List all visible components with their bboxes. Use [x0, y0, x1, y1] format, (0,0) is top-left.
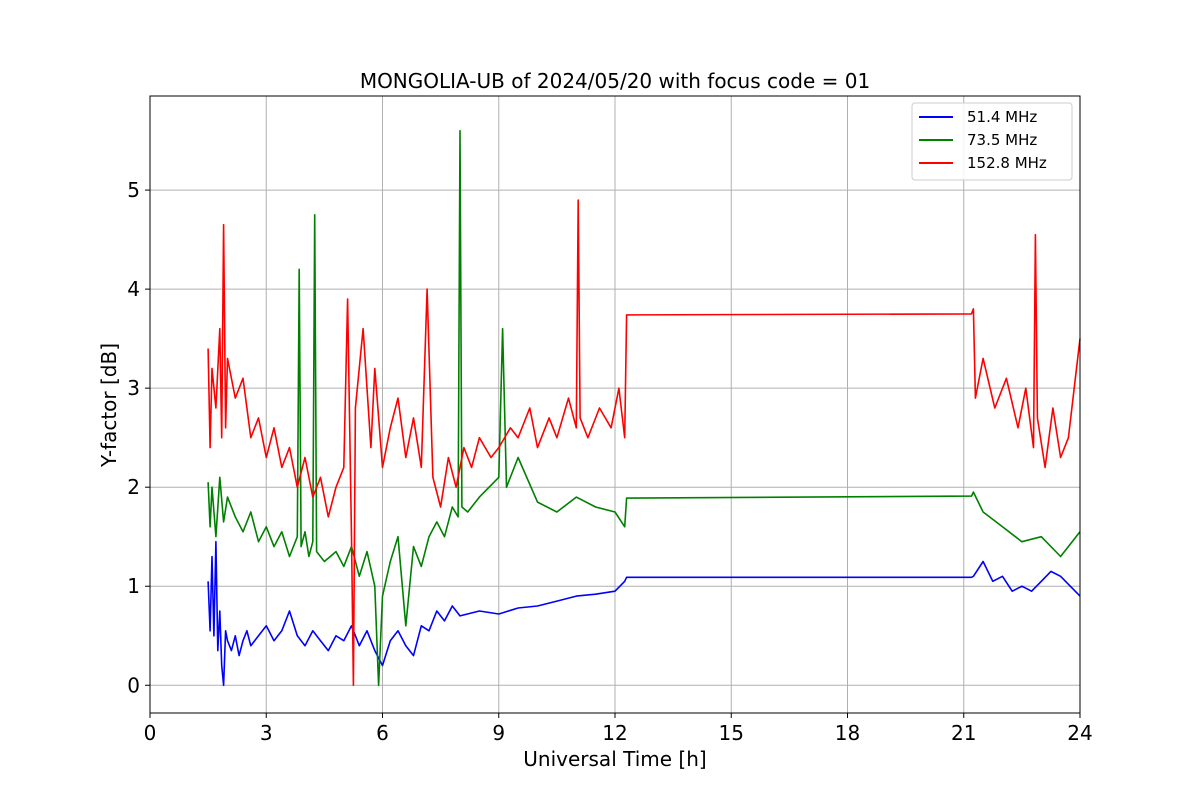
y-tick-label: 1: [127, 574, 140, 598]
series-line-0: [207, 540, 1081, 687]
x-tick-label: 24: [1067, 721, 1092, 745]
x-axis-label: Universal Time [h]: [523, 747, 706, 771]
series-lines: [207, 129, 1081, 687]
legend-label: 152.8 MHz: [967, 154, 1047, 172]
x-tick-label: 3: [260, 721, 273, 745]
x-tick-label: 15: [719, 721, 744, 745]
y-tick-label: 2: [127, 475, 140, 499]
legend-label: 73.5 MHz: [967, 131, 1037, 149]
x-axis: 0 3 6 9 12 15 18 21 24: [144, 713, 1093, 745]
legend: 51.4 MHz 73.5 MHz 152.8 MHz: [911, 102, 1073, 181]
y-tick-label: 5: [127, 178, 140, 202]
y-tick-label: 4: [127, 277, 140, 301]
legend-box: [911, 102, 1073, 181]
y-axis-label: Y-factor [dB]: [97, 343, 121, 468]
y-axis: 0 1 2 3 4 5: [127, 178, 150, 697]
x-tick-label: 6: [376, 721, 389, 745]
chart-title: MONGOLIA-UB of 2024/05/20 with focus cod…: [360, 69, 870, 93]
series-line-1: [207, 129, 1081, 687]
x-tick-label: 9: [492, 721, 505, 745]
y-tick-label: 0: [127, 673, 140, 697]
x-tick-label: 12: [602, 721, 627, 745]
x-tick-label: 0: [144, 721, 157, 745]
y-tick-label: 3: [127, 376, 140, 400]
x-tick-label: 18: [835, 721, 860, 745]
series-line-2: [207, 199, 1081, 687]
x-tick-label: 21: [951, 721, 976, 745]
legend-label: 51.4 MHz: [967, 108, 1037, 126]
